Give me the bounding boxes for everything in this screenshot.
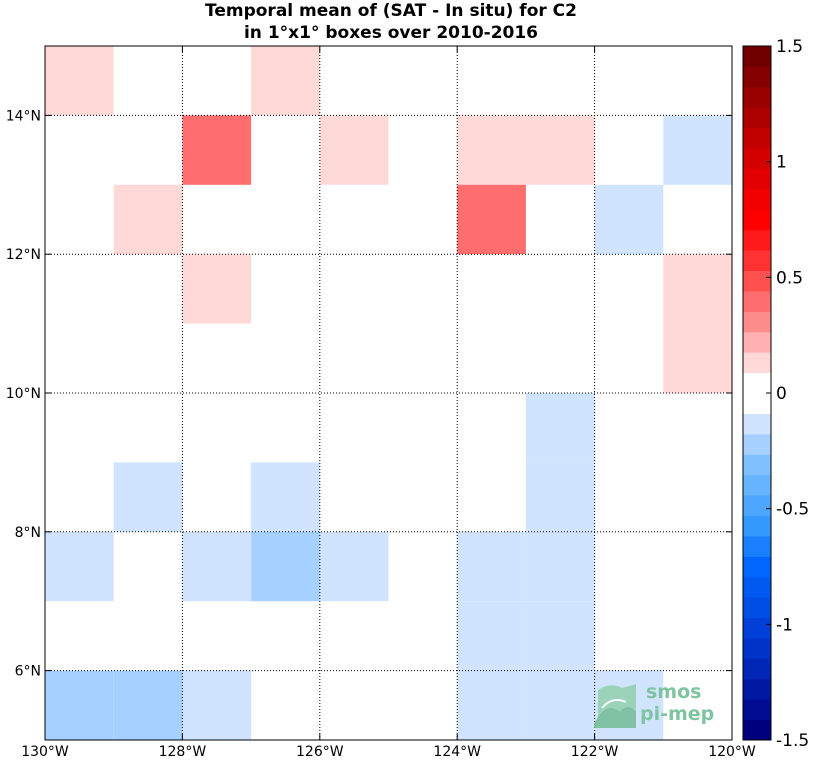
colorbar-swatch <box>743 556 771 578</box>
logo-graphic <box>594 684 636 728</box>
x-tick-label: 124°W <box>433 744 481 760</box>
heatmap-cell <box>45 670 114 740</box>
colorbar-swatch <box>743 209 771 231</box>
colorbar-tick-label: 1 <box>776 153 787 173</box>
x-tick-label: 128°W <box>159 744 207 760</box>
colorbar-swatch <box>743 372 771 394</box>
colorbar-swatch <box>743 46 771 67</box>
colorbar-swatch <box>743 107 771 129</box>
heatmap-cell <box>113 462 183 532</box>
colorbar-ticks: 1.5 1 0.5 0 -0.5 -1 -1.5 <box>766 37 809 751</box>
grid-lines <box>45 46 732 740</box>
heatmap-cell <box>319 115 389 185</box>
logo-text-smos: smos <box>646 681 701 703</box>
heatmap-cell <box>457 531 526 602</box>
heatmap-cell <box>525 670 595 740</box>
x-tick-label: 122°W <box>571 744 619 760</box>
colorbar-swatch <box>743 576 771 598</box>
colorbar-swatch <box>743 127 771 149</box>
y-tick-label: 6°N <box>15 664 41 680</box>
heatmap-cell <box>663 115 732 185</box>
colorbar-swatch <box>743 678 771 700</box>
colorbar-swatch <box>743 148 771 169</box>
heatmap-cell <box>182 670 252 740</box>
chart-title-line-1: Temporal mean of (SAT - In situ) for C2 <box>205 1 577 21</box>
colorbar-swatch <box>743 270 771 292</box>
heatmap-cell <box>457 115 526 185</box>
colorbar-swatch <box>743 535 771 557</box>
heatmap-cell <box>594 184 664 255</box>
colorbar-swatch <box>743 637 771 659</box>
logo-text-pi-mep: pi-mep <box>640 703 714 725</box>
colorbar-swatch <box>743 250 771 272</box>
colorbar <box>743 46 771 741</box>
colorbar-tick-label: 1.5 <box>776 37 803 57</box>
colorbar-swatch <box>743 658 771 680</box>
colorbar-tick-label: -1 <box>776 615 793 635</box>
colorbar-swatch <box>743 515 771 537</box>
colorbar-swatch <box>743 393 771 414</box>
heatmap-cell <box>457 184 526 255</box>
smos-pi-mep-logo: smos pi-mep <box>594 681 714 728</box>
heatmap-cell <box>251 46 320 116</box>
heatmap-cell <box>251 462 320 532</box>
axis-ticks: 130°W 128°W 126°W 124°W 122°W 120°W 6°N 8°N 10°N… <box>6 46 756 760</box>
y-tick-label: 14°N <box>6 108 41 124</box>
heatmap-cell <box>251 531 320 602</box>
colorbar-swatch <box>743 433 771 455</box>
colorbar-swatch <box>743 86 771 108</box>
heatmap-cell <box>663 254 732 324</box>
colorbar-swatch <box>743 719 771 741</box>
y-tick-label: 12°N <box>6 247 41 263</box>
colorbar-swatch <box>743 311 771 333</box>
chart-title-line-2: in 1°x1° boxes over 2010-2016 <box>244 23 538 43</box>
heatmap-cell <box>663 323 732 393</box>
heatmap-cell <box>457 601 526 671</box>
colorbar-swatch <box>743 188 771 210</box>
heatmap-cell <box>113 670 183 740</box>
colorbar-swatch <box>743 699 771 721</box>
y-tick-label: 8°N <box>15 525 41 541</box>
heatmap-cell <box>182 254 252 324</box>
colorbar-tick-label: -1.5 <box>776 731 809 751</box>
heatmap-cell <box>525 393 595 463</box>
heatmap-cells <box>45 46 732 740</box>
heatmap-cell <box>182 115 252 185</box>
heatmap-cell <box>319 531 389 602</box>
heatmap-cell <box>525 115 595 185</box>
heatmap-cell <box>525 601 595 671</box>
colorbar-swatch <box>743 617 771 639</box>
colorbar-tick-label: 0 <box>776 384 787 404</box>
x-tick-label: 126°W <box>296 744 344 760</box>
heatmap-cell <box>525 531 595 602</box>
colorbar-swatch <box>743 331 771 353</box>
heatmap-cell <box>525 462 595 532</box>
heatmap-cell <box>457 670 526 740</box>
heatmap-cell <box>45 46 114 116</box>
colorbar-swatch <box>743 352 771 374</box>
heatmap-cell <box>182 531 252 602</box>
heatmap-cell <box>45 531 114 602</box>
y-tick-label: 10°N <box>6 386 41 402</box>
colorbar-swatch <box>743 290 771 312</box>
heatmap-cell <box>113 184 183 255</box>
colorbar-tick-label: -0.5 <box>776 500 809 520</box>
colorbar-swatch <box>743 229 771 251</box>
x-tick-label: 130°W <box>21 744 69 760</box>
x-tick-label: 120°W <box>708 744 756 760</box>
colorbar-swatch <box>743 413 771 435</box>
colorbar-swatch <box>743 168 771 190</box>
colorbar-swatch <box>743 474 771 496</box>
colorbar-swatch <box>743 454 771 476</box>
colorbar-swatch <box>743 495 771 516</box>
colorbar-tick-label: 0.5 <box>776 268 803 288</box>
colorbar-swatch <box>743 597 771 619</box>
colorbar-swatch <box>743 66 771 88</box>
